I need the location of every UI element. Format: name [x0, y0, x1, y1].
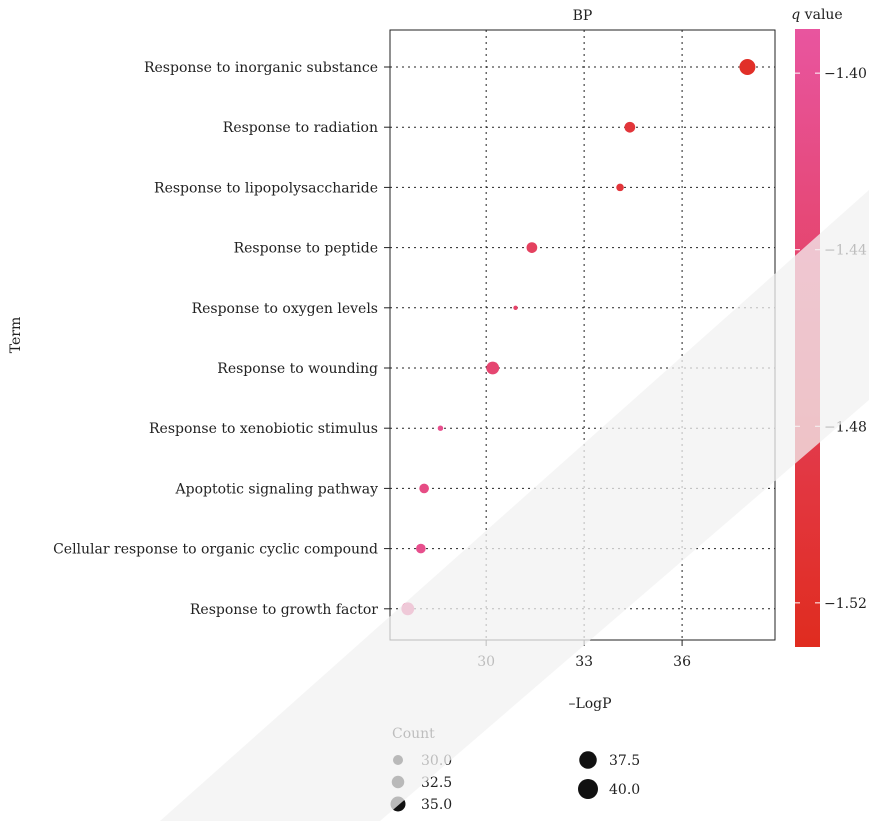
- data-point: [416, 543, 426, 554]
- term-label: Response to growth factor: [190, 602, 378, 618]
- size-legend-dot: [578, 779, 598, 799]
- data-point: [526, 242, 538, 253]
- points: [401, 59, 756, 616]
- size-legend-dot: [391, 775, 405, 789]
- color-bar: [795, 29, 820, 647]
- size-legend-label: 35.0: [421, 797, 452, 813]
- data-point: [616, 183, 624, 192]
- data-point: [401, 602, 415, 616]
- data-point: [437, 425, 444, 431]
- data-point: [486, 361, 500, 375]
- data-point: [419, 483, 429, 494]
- term-label: Apoptotic signaling pathway: [175, 481, 379, 497]
- x-tick-label: 30: [477, 654, 495, 670]
- size-legend-dot: [579, 751, 597, 769]
- y-axis-label: Term: [8, 317, 24, 354]
- size-legend: Count 30.0 32.5 35.0 37.5 40.0: [390, 726, 640, 813]
- term-label: Response to peptide: [234, 241, 378, 257]
- color-tick-label: −1.40: [824, 66, 867, 82]
- size-legend-dot: [393, 755, 403, 765]
- grid: [390, 30, 775, 640]
- color-tick-label: −1.48: [824, 419, 867, 435]
- size-legend-title: Count: [392, 726, 435, 742]
- size-legend-dot: [390, 796, 406, 812]
- term-labels: Response to inorganic substance Response …: [53, 60, 390, 618]
- data-point: [624, 121, 636, 133]
- x-tick-label: 33: [575, 654, 593, 670]
- x-axis-ticks: 30 33 36: [477, 640, 691, 670]
- size-legend-label: 32.5: [421, 775, 452, 791]
- data-point: [513, 305, 518, 310]
- size-legend-label: 37.5: [609, 753, 640, 769]
- x-tick-label: 36: [673, 654, 691, 670]
- term-label: Response to lipopolysaccharide: [154, 180, 378, 196]
- term-label: Response to xenobiotic stimulus: [149, 421, 378, 437]
- size-legend-label: 40.0: [609, 782, 640, 798]
- size-legend-label: 30.0: [421, 753, 452, 769]
- term-label: Response to oxygen levels: [192, 301, 378, 317]
- term-label: Response to inorganic substance: [144, 60, 378, 76]
- color-legend: q value −1.40 −1.44 −1.48 −1.52: [791, 7, 867, 647]
- color-tick-label: −1.52: [824, 596, 867, 612]
- panel-title: BP: [573, 8, 593, 24]
- x-axis-label: –LogP: [568, 696, 611, 712]
- color-tick-label: −1.44: [824, 243, 867, 259]
- term-label: Cellular response to organic cyclic comp…: [53, 542, 378, 558]
- term-label: Response to wounding: [217, 361, 378, 377]
- color-legend-title: q value: [791, 7, 842, 23]
- term-label: Response to radiation: [223, 120, 378, 136]
- data-point: [739, 59, 756, 75]
